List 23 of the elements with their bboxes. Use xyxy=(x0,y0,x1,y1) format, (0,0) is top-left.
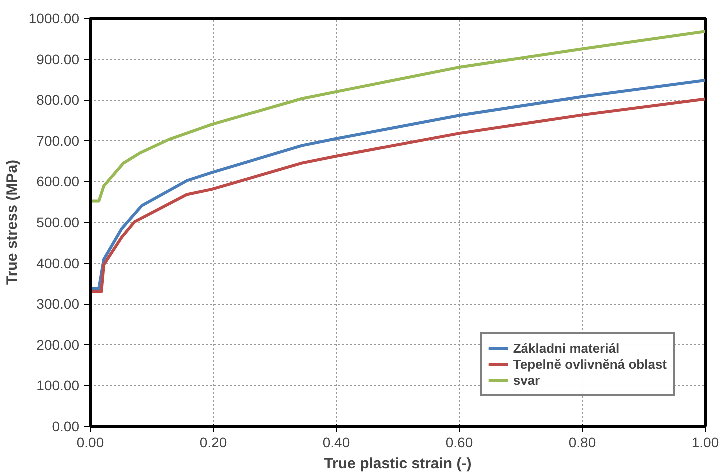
x-axis-title: True plastic strain (-) xyxy=(324,456,472,472)
x-tick-label: 0.00 xyxy=(76,434,104,450)
legend-label: Tepelně ovlivněná oblast xyxy=(513,356,667,372)
y-tick-label: 200.00 xyxy=(36,336,80,353)
y-tick-label: 800.00 xyxy=(36,92,80,108)
y-tick-label: 400.00 xyxy=(36,255,80,272)
y-tick-label: 0.00 xyxy=(52,418,80,434)
x-tick-label: 0.80 xyxy=(568,434,596,450)
y-tick-label: 700.00 xyxy=(36,132,80,149)
y-tick-label: 600.00 xyxy=(36,174,80,190)
line-series xyxy=(90,30,706,203)
legend-label: svar xyxy=(513,372,540,388)
y-tick-label: 300.00 xyxy=(36,296,80,312)
x-tick-label: 1.00 xyxy=(692,434,720,450)
x-tick-label: 0.40 xyxy=(322,434,350,450)
legend-label: Základni materiál xyxy=(513,340,620,356)
y-tick-label: 1000.00 xyxy=(28,10,80,26)
x-tick-label: 0.60 xyxy=(446,434,474,450)
y-tick-label: 500.00 xyxy=(36,214,80,230)
y-tick-label: 900.00 xyxy=(36,51,80,68)
y-axis-title: True stress (MPa) xyxy=(4,160,21,286)
y-tick-label: 100.00 xyxy=(36,378,80,394)
x-tick-label: 0.20 xyxy=(200,434,228,450)
